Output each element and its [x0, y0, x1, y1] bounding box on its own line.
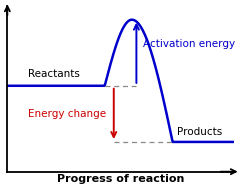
Text: Products: Products [176, 127, 222, 137]
X-axis label: Progress of reaction: Progress of reaction [57, 174, 183, 184]
Text: Energy change: Energy change [28, 109, 105, 119]
Text: Reactants: Reactants [28, 69, 79, 79]
Text: Activation energy: Activation energy [143, 40, 234, 49]
